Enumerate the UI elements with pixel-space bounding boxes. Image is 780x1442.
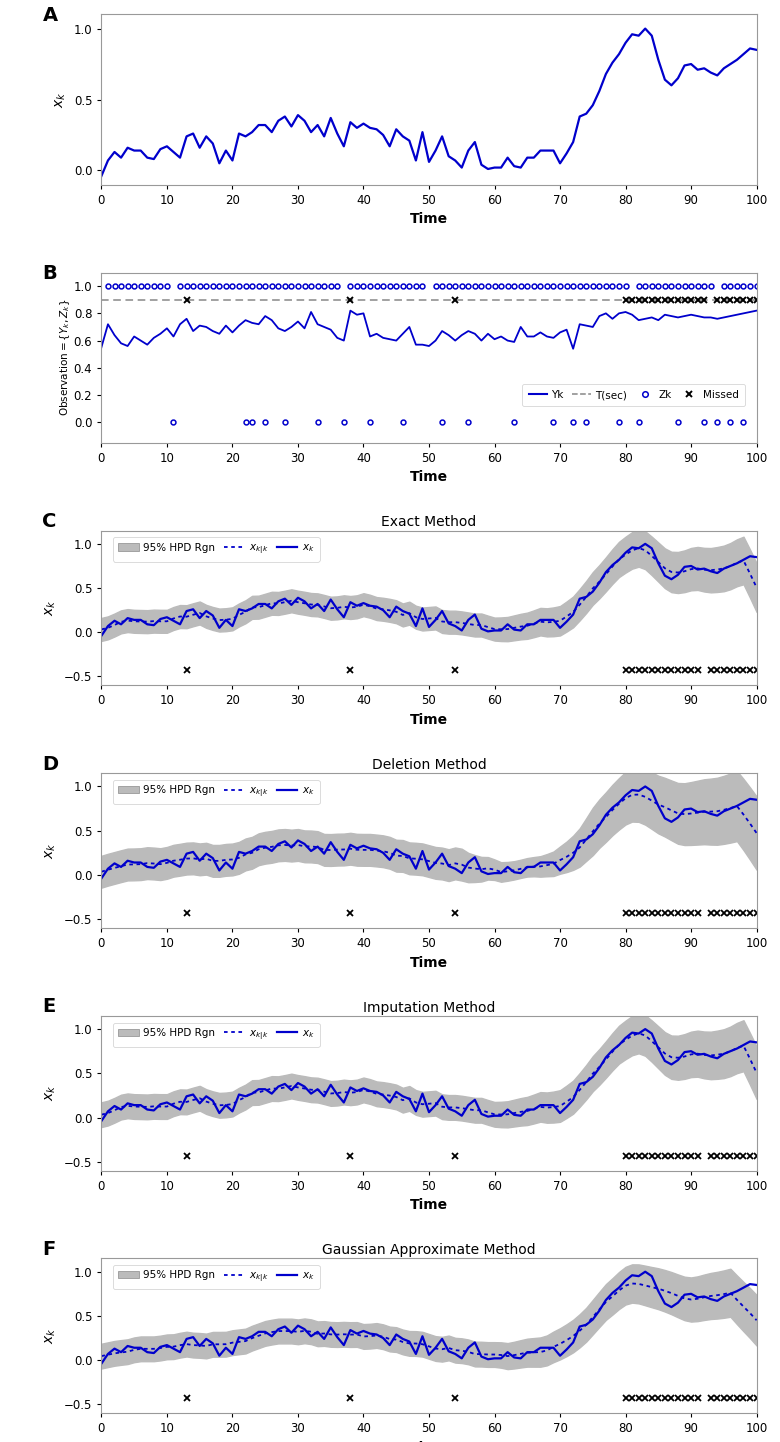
Legend: 95% HPD Rgn, $x_{k|k}$, $x_k$: 95% HPD Rgn, $x_{k|k}$, $x_k$ (113, 1022, 320, 1047)
X-axis label: Time: Time (410, 712, 448, 727)
Y-axis label: $x_k$: $x_k$ (44, 600, 58, 616)
Text: F: F (42, 1240, 55, 1259)
Legend: Yk, T(sec), Zk, Missed: Yk, T(sec), Zk, Missed (523, 384, 745, 407)
Text: E: E (42, 998, 55, 1017)
Y-axis label: $x_k$: $x_k$ (54, 91, 68, 108)
Text: A: A (42, 6, 58, 25)
Text: B: B (42, 264, 57, 283)
Title: Exact Method: Exact Method (381, 515, 477, 529)
Y-axis label: Observation$=\{Y_k, Z_k\}$: Observation$=\{Y_k, Z_k\}$ (58, 298, 73, 417)
Y-axis label: $x_k$: $x_k$ (44, 1328, 58, 1344)
Legend: 95% HPD Rgn, $x_{k|k}$, $x_k$: 95% HPD Rgn, $x_{k|k}$, $x_k$ (113, 538, 320, 561)
Title: Deletion Method: Deletion Method (371, 758, 487, 771)
Text: D: D (42, 754, 58, 774)
X-axis label: Time: Time (410, 956, 448, 969)
Title: Gaussian Approximate Method: Gaussian Approximate Method (322, 1243, 536, 1257)
Legend: 95% HPD Rgn, $x_{k|k}$, $x_k$: 95% HPD Rgn, $x_{k|k}$, $x_k$ (113, 780, 320, 805)
Title: Imputation Method: Imputation Method (363, 1001, 495, 1015)
X-axis label: Time: Time (410, 470, 448, 485)
Y-axis label: $x_k$: $x_k$ (44, 1084, 58, 1102)
X-axis label: Time: Time (410, 1198, 448, 1213)
Y-axis label: $x_k$: $x_k$ (44, 842, 58, 859)
Text: C: C (42, 512, 57, 531)
X-axis label: Time: Time (410, 212, 448, 226)
Legend: 95% HPD Rgn, $x_{k|k}$, $x_k$: 95% HPD Rgn, $x_{k|k}$, $x_k$ (113, 1265, 320, 1289)
